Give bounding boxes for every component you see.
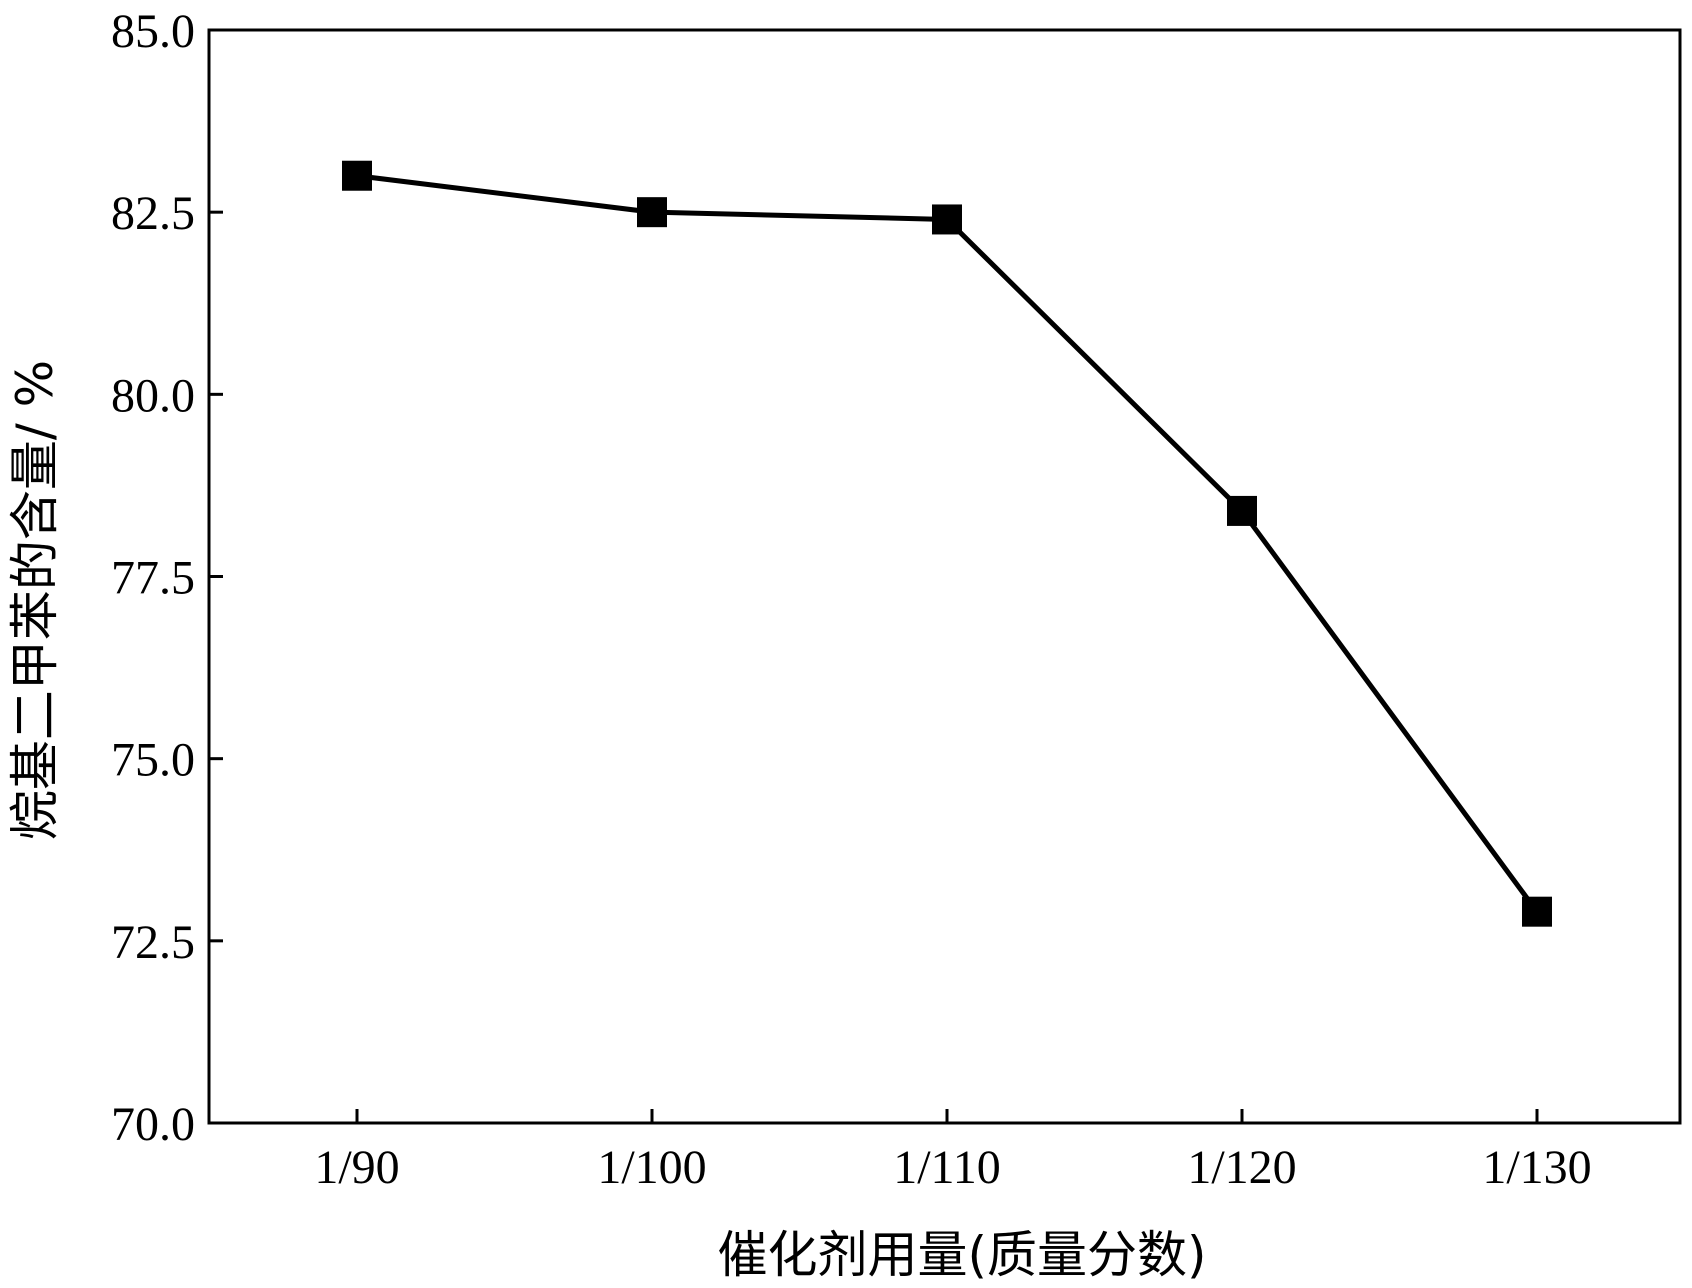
data-point-marker [637, 197, 667, 228]
y-axis: 70.0 72.5 75.0 77.5 80.0 82.5 85.0 [111, 5, 223, 1151]
plot-frame [207, 28, 1682, 1125]
y-axis-title: 烷基二甲苯的含量/ % [6, 360, 64, 840]
y-tick-label: 72.5 [111, 916, 195, 969]
x-tick-label: 1/110 [893, 1141, 1001, 1194]
y-tick-label: 85.0 [111, 5, 195, 58]
x-tick-label: 1/90 [314, 1141, 399, 1194]
x-tick-label: 1/120 [1187, 1141, 1296, 1194]
data-point-marker [1522, 896, 1552, 927]
series-group [342, 160, 1552, 927]
x-tick-label: 1/130 [1482, 1141, 1591, 1194]
data-point-marker [932, 204, 962, 235]
y-tick-label: 75.0 [111, 734, 195, 787]
data-point-marker [1227, 495, 1257, 526]
data-point-marker [342, 160, 372, 191]
y-tick-label: 70.0 [111, 1098, 195, 1151]
x-axis-title: 催化剂用量(质量分数) [717, 1226, 1206, 1284]
series-line [356, 173, 1540, 914]
y-tick-label: 80.0 [111, 369, 195, 422]
y-tick-label: 82.5 [111, 187, 195, 240]
x-axis: 1/90 1/100 1/110 1/120 1/130 [314, 1109, 1592, 1194]
x-tick-label: 1/100 [597, 1141, 706, 1194]
y-tick-label: 77.5 [111, 552, 195, 605]
